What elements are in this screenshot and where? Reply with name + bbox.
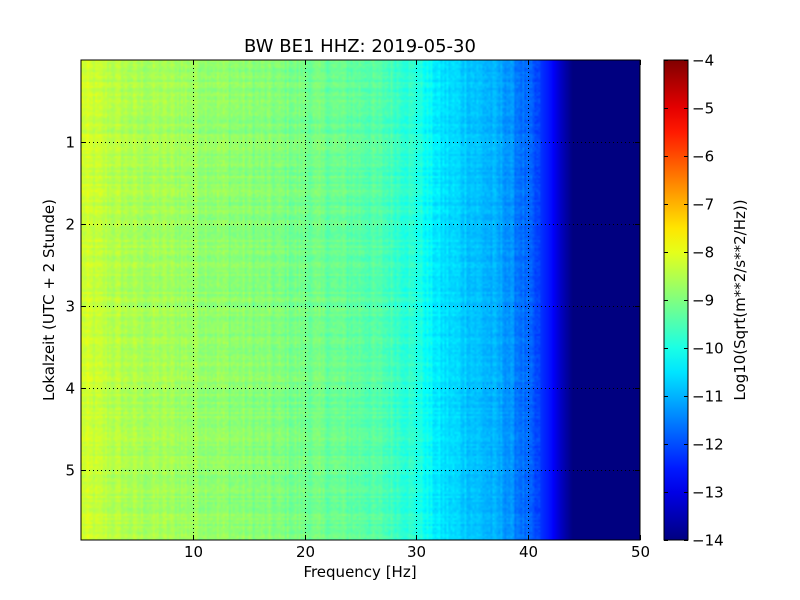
grid-lines xyxy=(81,60,640,540)
spectrogram-raster xyxy=(81,60,640,540)
colorbar-tick-label: −8 xyxy=(692,244,714,262)
y-tick-label: 2 xyxy=(65,216,75,234)
y-tick-label: 5 xyxy=(65,462,75,480)
colorbar-tick-label: −6 xyxy=(692,148,714,166)
x-axis-title: Frequency [Hz] xyxy=(303,563,416,581)
colorbar-tick-label: −12 xyxy=(692,436,724,454)
x-axis-ticks: 10 20 30 40 50 xyxy=(184,60,650,561)
colorbar-tick-label: −5 xyxy=(692,100,714,118)
colorbar-ticks: −4 −5 −6 −7 −8 −9 −10 −11 −12 −13 −14 xyxy=(664,52,724,550)
spectrogram-image xyxy=(81,60,640,540)
x-tick-label: 20 xyxy=(296,543,315,561)
colorbar-tick-label: −7 xyxy=(692,196,714,214)
plot-frame xyxy=(80,59,641,541)
x-tick-label: 40 xyxy=(519,543,538,561)
y-tick-label: 3 xyxy=(65,298,75,316)
y-axis-ticks: 1 2 3 4 5 xyxy=(65,134,640,480)
x-tick-label: 10 xyxy=(184,543,203,561)
chart-title: BW BE1 HHZ: 2019-05-30 xyxy=(244,36,476,57)
colorbar-tick-label: −10 xyxy=(692,340,724,358)
y-tick-label: 1 xyxy=(65,134,75,152)
colorbar-tick-label: −9 xyxy=(692,292,714,310)
y-axis-title: Lokalzeit (UTC + 2 Stunde) xyxy=(40,199,58,401)
colorbar-tick-label: −14 xyxy=(692,532,724,550)
x-tick-label: 50 xyxy=(631,543,650,561)
y-tick-label: 4 xyxy=(65,380,75,398)
colorbar-tick-label: −11 xyxy=(692,388,724,406)
colorbar-tick-label: −13 xyxy=(692,484,724,502)
colorbar-label: Log10(Sqrt(m**2/s**2/Hz)) xyxy=(731,199,749,400)
colorbar-tick-label: −4 xyxy=(692,52,714,70)
x-tick-label: 30 xyxy=(407,543,426,561)
colorbar: −4 −5 −6 −7 −8 −9 −10 −11 −12 −13 −14 Log10(Sqrt(m… xyxy=(663,52,749,550)
